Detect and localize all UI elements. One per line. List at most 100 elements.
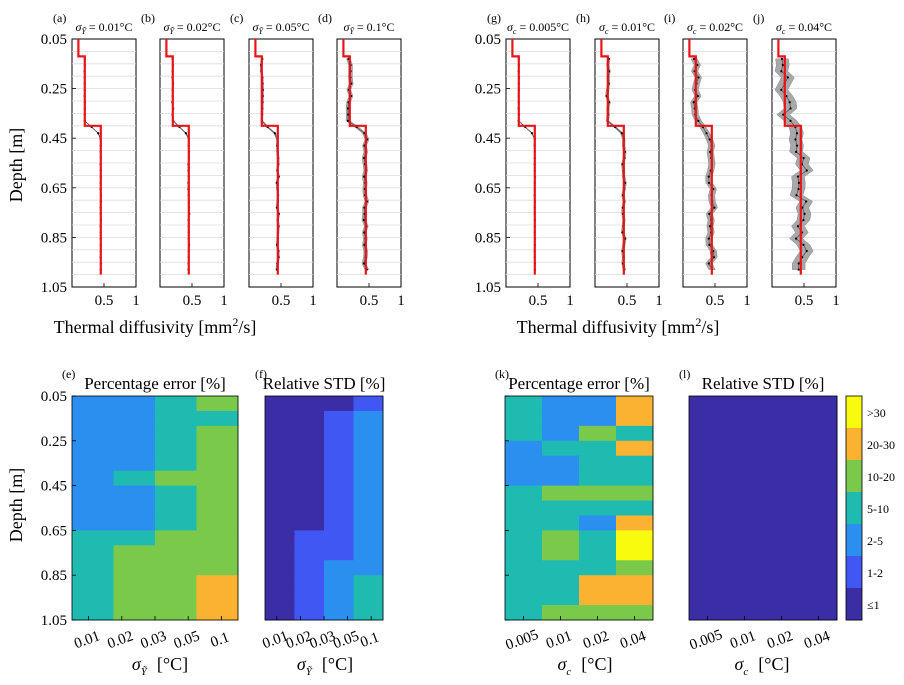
true-profile-line bbox=[777, 39, 802, 275]
heatmap-cell bbox=[579, 560, 617, 576]
heatmap-cell bbox=[616, 410, 654, 427]
heatmap-cell bbox=[353, 440, 384, 457]
heatmap-cell bbox=[294, 410, 325, 427]
heatmap-cell bbox=[324, 560, 354, 576]
true-profile-line bbox=[600, 39, 625, 275]
xtick-label: 0.1 bbox=[208, 630, 231, 651]
heatmap-cell bbox=[505, 396, 543, 412]
heatmap-cell bbox=[196, 425, 239, 442]
sigma-value: = 0.04 bbox=[785, 20, 819, 34]
sigma-sub: Ỹ bbox=[306, 666, 314, 678]
xtick-label: 0.01 bbox=[728, 628, 758, 652]
true-profile-line bbox=[254, 39, 279, 275]
heatmap-cell bbox=[800, 590, 838, 606]
heatmap-cell bbox=[155, 440, 197, 457]
heatmap-cell bbox=[72, 425, 114, 442]
sigma-sub: Ỹ bbox=[258, 27, 264, 36]
panel-tag: (a) bbox=[53, 11, 66, 25]
heatmap-cell bbox=[72, 575, 114, 591]
ytick-label: 0.65 bbox=[41, 523, 67, 539]
ytick-label: 0.85 bbox=[475, 230, 501, 246]
heatmap-cell bbox=[155, 545, 197, 561]
heatmap-cell bbox=[265, 425, 295, 442]
heatmap-cell bbox=[324, 455, 354, 472]
heatmap-cell bbox=[579, 425, 617, 442]
heatmap-cell bbox=[726, 530, 764, 546]
heatmap-cell bbox=[113, 515, 156, 531]
heatmap-cell bbox=[324, 500, 354, 516]
panel-tag: (f) bbox=[255, 367, 267, 381]
panel-tag: (k) bbox=[495, 367, 509, 381]
heatmap-cell bbox=[353, 545, 384, 561]
estimate-point bbox=[795, 132, 799, 135]
sigma-unit: °C bbox=[819, 20, 832, 34]
panel-tag: (e) bbox=[62, 367, 75, 381]
heatmap-xlabel: σỸ [°C] bbox=[132, 654, 188, 678]
heatmap-cell bbox=[353, 455, 384, 472]
panel-tag: (h) bbox=[576, 11, 590, 25]
estimate-point bbox=[789, 107, 792, 110]
ytick-label: 0.05 bbox=[475, 32, 501, 48]
heatmap-cell bbox=[265, 515, 295, 531]
profile-panel-1: 0.5 1 (b) σỸ = 0.02°C bbox=[141, 11, 228, 309]
estimate-point bbox=[708, 225, 712, 228]
sigma-symbol: σ bbox=[132, 654, 142, 674]
heatmap-cell bbox=[763, 470, 801, 487]
colorbar-label: 2-5 bbox=[867, 534, 883, 548]
heatmap-cell bbox=[542, 590, 580, 606]
heatmap-cell bbox=[113, 500, 156, 516]
ytick-label: 0.25 bbox=[41, 434, 67, 450]
heatmap-cell bbox=[800, 440, 838, 457]
heatmap-cell bbox=[155, 605, 197, 621]
estimate-point bbox=[780, 70, 783, 73]
heatmap-title: Relative STD [%] bbox=[702, 374, 825, 393]
heatmap-cell bbox=[505, 515, 543, 531]
xtick-label: 0.5 bbox=[272, 293, 291, 309]
heatmap-cell bbox=[72, 590, 114, 606]
estimate-point bbox=[795, 150, 798, 153]
heatmap-cell bbox=[155, 515, 197, 531]
sigma-unit: °C bbox=[382, 20, 395, 34]
colorbar-label: ≤1 bbox=[867, 598, 880, 612]
estimate-point bbox=[805, 169, 808, 172]
heatmap-cell bbox=[579, 485, 617, 502]
estimate-point bbox=[805, 249, 808, 253]
heatmap-cell bbox=[505, 425, 543, 442]
heatmap-cell bbox=[689, 575, 727, 591]
heatmap-panels: (e) Percentage error [%]0.01 0.02 0.03 0.05 0… bbox=[41, 367, 838, 678]
heatmap-cell bbox=[72, 396, 114, 412]
heatmap-cell bbox=[689, 425, 727, 442]
heatmap-cell bbox=[72, 410, 114, 427]
estimate-point bbox=[697, 76, 700, 79]
heatmap-cell bbox=[72, 545, 114, 561]
heatmap-cell bbox=[763, 485, 801, 502]
heatmap-cell bbox=[763, 500, 801, 516]
heatmap-cell bbox=[726, 440, 764, 457]
sigma-value: = 0.02 bbox=[696, 20, 730, 34]
heatmap-cell bbox=[196, 410, 239, 427]
heatmap-cell bbox=[155, 455, 197, 472]
heatmap-cell bbox=[72, 455, 114, 472]
sigma-unit: °C bbox=[642, 20, 655, 34]
heatmap-cell bbox=[353, 530, 384, 546]
estimate-point bbox=[362, 218, 365, 222]
xtick-label: 1 bbox=[832, 293, 840, 309]
heatmap-cell bbox=[579, 575, 617, 591]
xlabel-diffusivity-left: Thermal diffusivity [mm2/s] bbox=[54, 315, 257, 337]
estimate-point bbox=[781, 63, 784, 67]
heatmap-panel-3: (l) Relative STD [%] 0.005 0.01 0.02 0.04 bbox=[679, 367, 838, 654]
heatmap-cell bbox=[542, 605, 580, 621]
heatmap-cell bbox=[72, 440, 114, 457]
sigma-unit: °C bbox=[120, 20, 133, 34]
panel-tag: (i) bbox=[664, 11, 675, 25]
heatmap-cell bbox=[763, 530, 801, 546]
heatmap-cell bbox=[726, 500, 764, 516]
xtick-label: 0.02 bbox=[105, 628, 135, 652]
estimate-point bbox=[780, 88, 783, 91]
estimate-point bbox=[713, 206, 716, 209]
heatmap-cell bbox=[616, 425, 654, 442]
colorbar-swatch bbox=[846, 524, 862, 557]
heatmap-cell bbox=[294, 485, 325, 502]
heatmap-cell bbox=[763, 575, 801, 591]
heatmap-cell bbox=[616, 455, 654, 472]
